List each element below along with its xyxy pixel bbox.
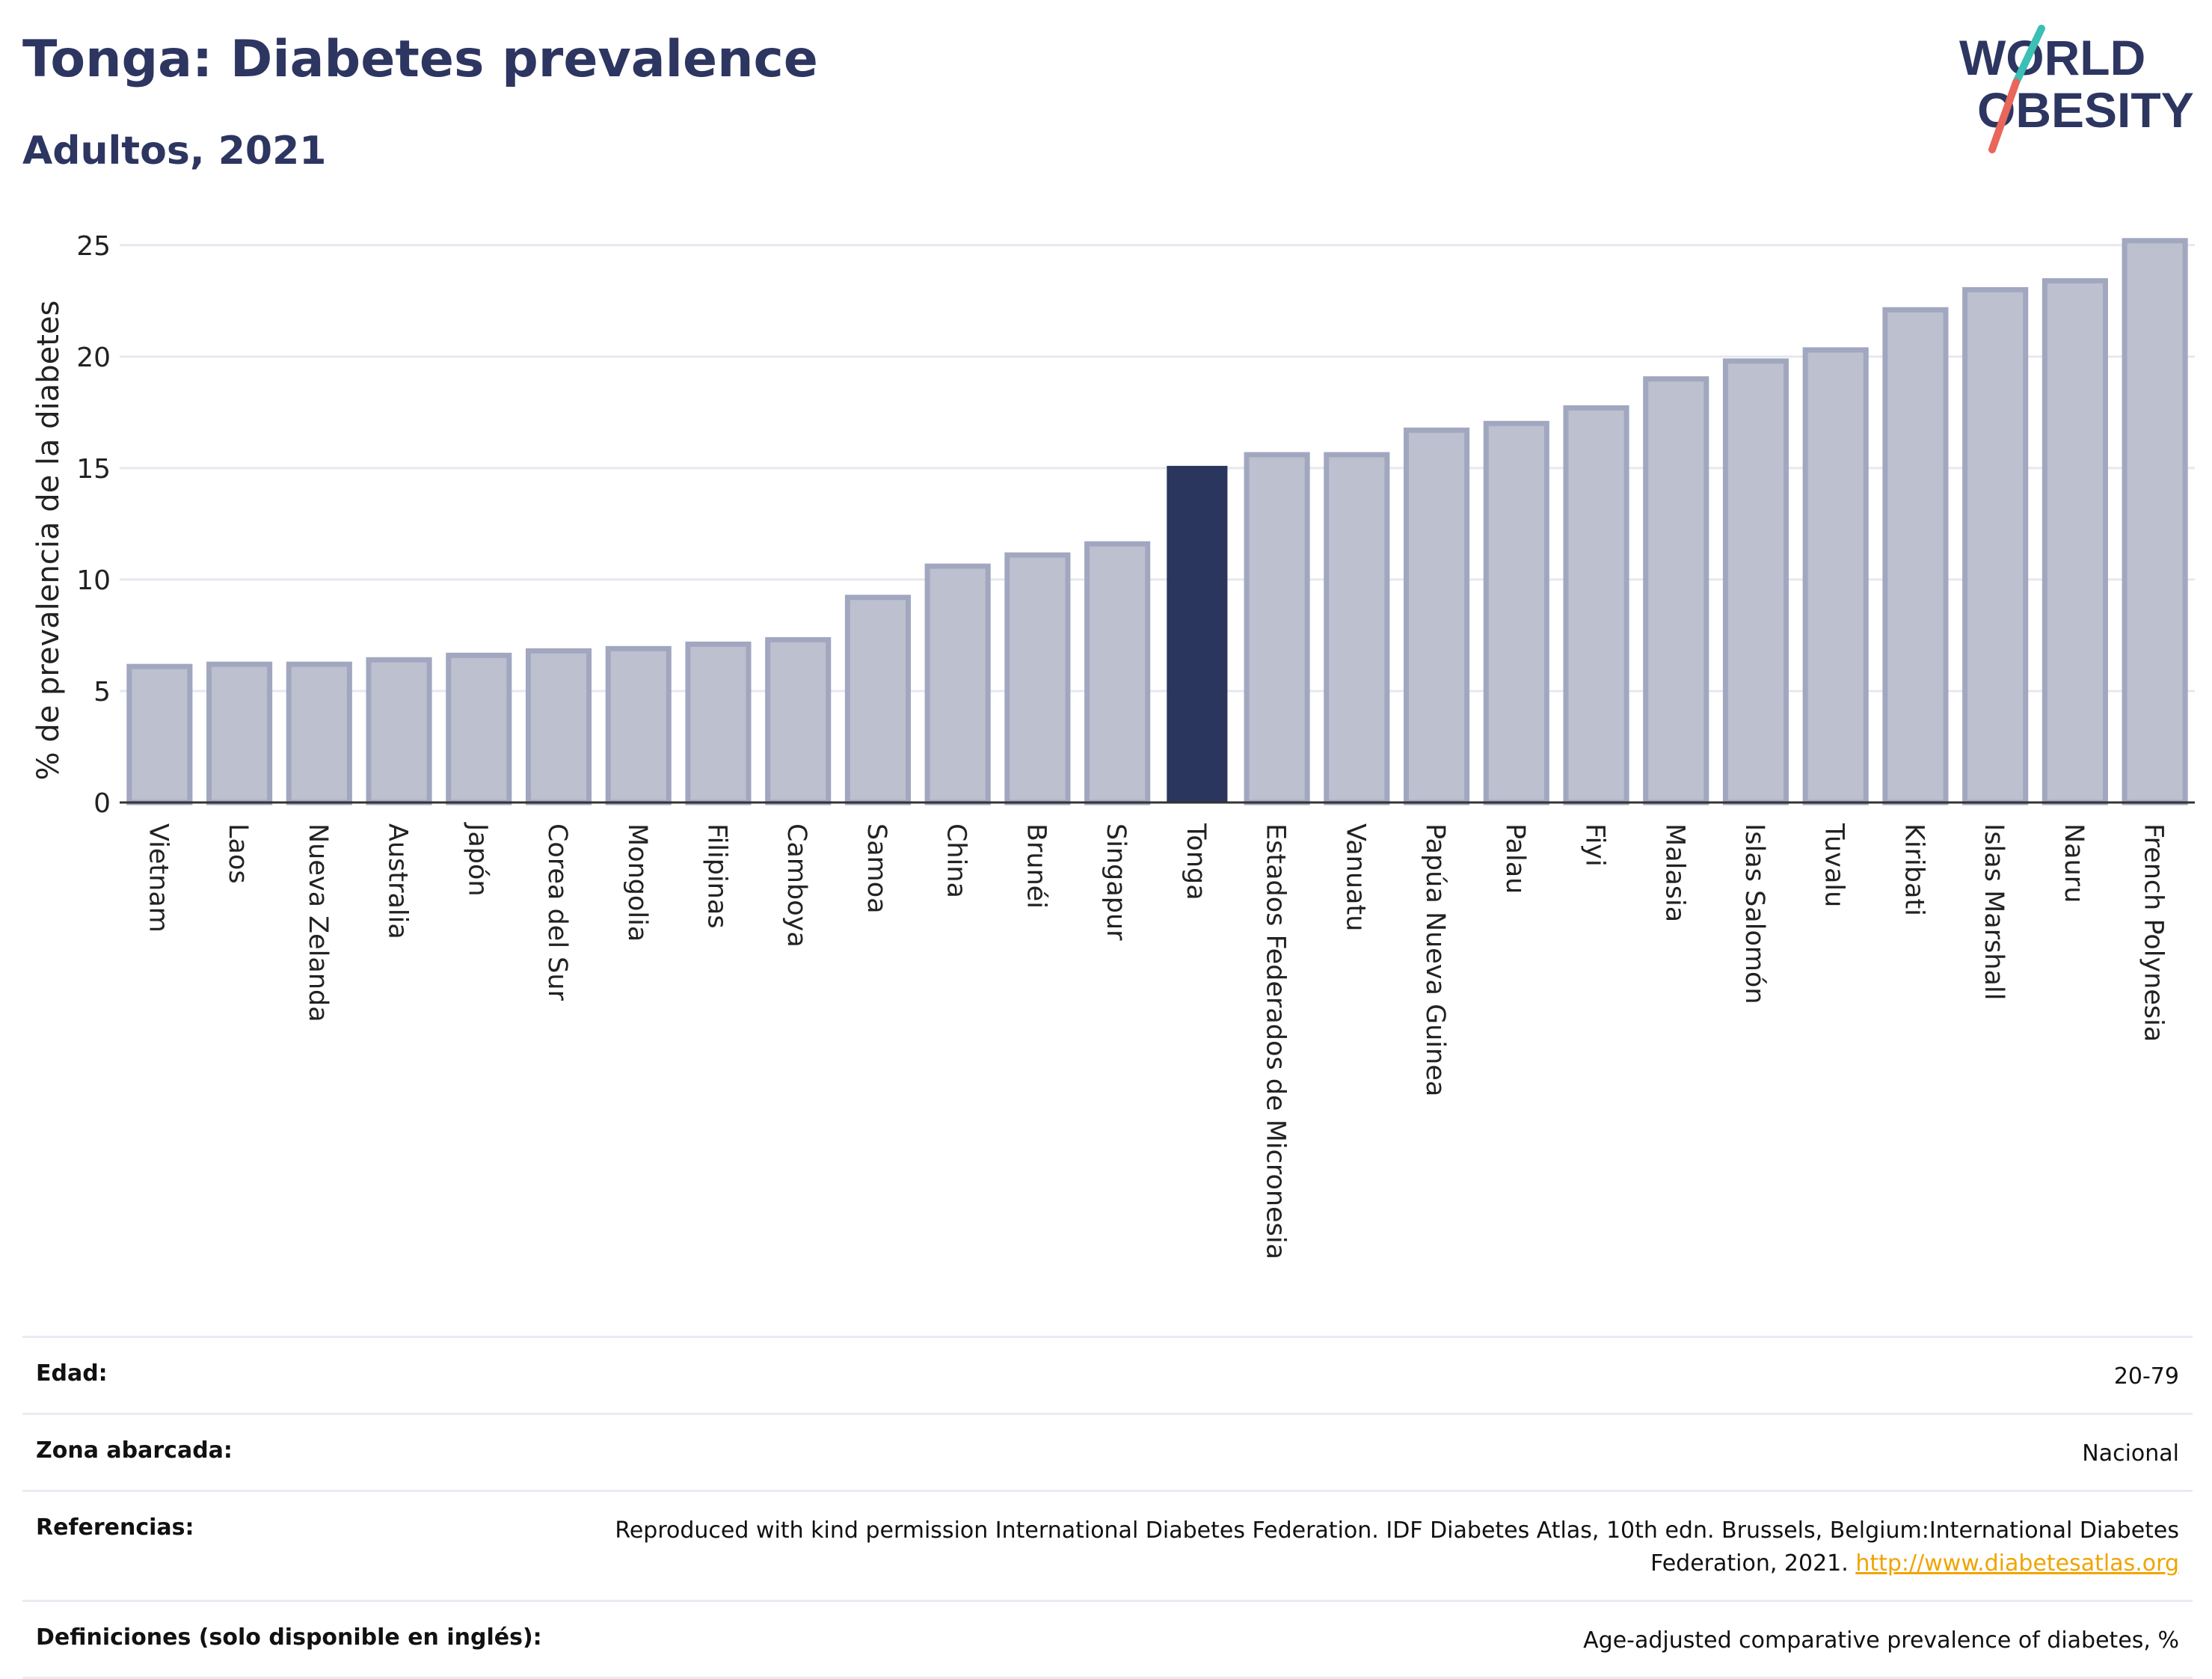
logo-line1: WORLD (1959, 30, 2145, 85)
bar[interactable] (1004, 552, 1071, 805)
bar[interactable] (765, 636, 832, 805)
info-label-references: Referencias: (36, 1514, 194, 1541)
x-tick-label: Vanuatu (1340, 823, 1370, 931)
info-table: Edad: 20-79 Zona abarcada: Nacional Refe… (22, 1336, 2193, 1679)
y-tick-label: 20 (76, 343, 111, 373)
bar[interactable] (844, 595, 912, 805)
bar[interactable] (1404, 427, 1470, 805)
bar[interactable] (366, 657, 432, 805)
bar[interactable] (1643, 376, 1709, 805)
bar[interactable] (605, 645, 672, 805)
x-tick-label: Australia (383, 823, 413, 939)
x-tick-label: Brunéi (1021, 823, 1051, 909)
logo-slash-top (2012, 25, 2045, 86)
world-obesity-logo[interactable]: WORLD OBESITY (1944, 22, 2199, 157)
info-value-area: Nacional (2082, 1440, 2179, 1467)
x-tick-label: Fiyi (1580, 823, 1610, 867)
chart-subtitle: Adultos, 2021 (22, 129, 327, 174)
x-tick-label: Islas Salomón (1739, 823, 1769, 1004)
bar[interactable] (685, 641, 752, 805)
logo-slash-bottom (1988, 79, 2020, 153)
bar-chart: 0 5 10 15 20 25 Vietnam Laos Nueva Zelanda Austra… (31, 231, 2195, 1259)
y-tick-label: 5 (93, 677, 111, 707)
axes: 0 5 10 15 20 25 Vietnam Laos Nueva Zelanda Austra… (76, 231, 2195, 1259)
bar[interactable] (1244, 452, 1310, 805)
bar[interactable] (924, 563, 991, 805)
bar[interactable] (1084, 541, 1151, 805)
bar[interactable] (206, 661, 273, 805)
x-tick-label: Palau (1500, 823, 1530, 894)
x-tick-label: Tuvalu (1819, 823, 1849, 907)
diabetes-atlas-link[interactable]: http://www.diabetesatlas.org (1855, 1550, 2179, 1577)
bar[interactable] (1483, 420, 1549, 805)
x-tick-label: French Polynesia (2139, 823, 2169, 1042)
x-tick-label: Singapur (1101, 823, 1131, 941)
bar-highlighted[interactable] (1167, 465, 1228, 802)
bar[interactable] (2122, 238, 2188, 805)
x-tick-label: Estados Federados de Micronesia (1261, 823, 1291, 1259)
x-tick-label: Nauru (2059, 823, 2089, 903)
bar[interactable] (286, 661, 352, 805)
x-tick-label: Camboya (781, 823, 811, 948)
bar[interactable] (1324, 452, 1390, 805)
bar[interactable] (2042, 277, 2108, 805)
references-text: Reproduced with kind permission Internat… (615, 1517, 2179, 1577)
x-tick-label: Tonga (1181, 823, 1211, 900)
bar[interactable] (126, 663, 193, 805)
y-tick-label: 10 (76, 565, 111, 596)
bars (126, 238, 2188, 805)
y-tick-label: 25 (76, 231, 111, 262)
x-tick-label: Corea del Sur (542, 823, 572, 1001)
bar[interactable] (1802, 347, 1869, 805)
x-tick-label: Japón (462, 822, 492, 897)
bar[interactable] (525, 648, 592, 805)
info-row-references: Referencias: Reproduced with kind permis… (22, 1490, 2193, 1600)
bar[interactable] (1722, 358, 1789, 805)
info-row-area: Zona abarcada: Nacional (22, 1413, 2193, 1490)
y-tick-label: 15 (76, 454, 111, 485)
x-tick-label: Samoa (861, 823, 891, 914)
info-label-definitions: Definiciones (solo disponible en inglés)… (36, 1624, 542, 1651)
x-tick-label: Laos (223, 823, 253, 884)
info-label-age: Edad: (36, 1360, 108, 1387)
bar[interactable] (1563, 405, 1629, 805)
info-row-age: Edad: 20-79 (22, 1336, 2193, 1413)
info-value-references: Reproduced with kind permission Internat… (534, 1514, 2179, 1580)
bar[interactable] (1962, 286, 2029, 805)
bar[interactable] (1882, 307, 1949, 805)
x-tick-label: Filipinas (701, 823, 731, 929)
bar[interactable] (446, 652, 512, 805)
info-value-definitions: Age-adjusted comparative prevalence of d… (1583, 1627, 2179, 1654)
x-tick-label: Nueva Zelanda (303, 823, 333, 1022)
x-tick-label: Kiribati (1899, 823, 1929, 916)
y-axis-label: % de prevalencia de la diabetes (31, 301, 66, 781)
x-tick-label: Malasia (1659, 823, 1689, 922)
x-tick-label: China (941, 823, 971, 898)
y-tick-label: 0 (93, 788, 111, 819)
info-label-area: Zona abarcada: (36, 1437, 233, 1464)
info-value-age: 20-79 (2113, 1363, 2179, 1390)
info-row-definitions: Definiciones (solo disponible en inglés)… (22, 1600, 2193, 1679)
x-tick-label: Vietnam (143, 823, 173, 933)
x-tick-label: Mongolia (622, 823, 652, 942)
chart-title: Tonga: Diabetes prevalence (22, 30, 818, 89)
x-tick-label: Papúa Nueva Guinea (1420, 823, 1450, 1096)
x-tick-label: Islas Marshall (1979, 823, 2009, 1000)
